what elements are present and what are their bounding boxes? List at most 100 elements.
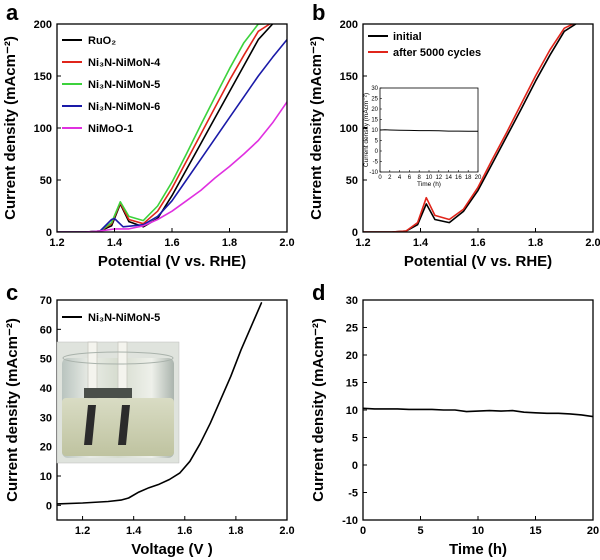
y-tick-label: 0 — [352, 227, 358, 239]
inset-x-tick-label: 12 — [435, 175, 442, 181]
x-axis-label: Potential (V vs. RHE) — [404, 253, 552, 270]
legend-label: after 5000 cycles — [393, 47, 481, 59]
y-tick-label: 200 — [340, 19, 358, 31]
x-tick-label: 2.0 — [279, 237, 294, 249]
panel-c: 1.2 1.4 1.6 1.8 2.0 0 10 20 30 40 50 60 70 Voltage (V… — [4, 295, 295, 558]
panel-letter-d: d — [312, 280, 325, 305]
y-tick-label: 0 — [46, 500, 52, 512]
y-tick-label: 20 — [40, 442, 52, 454]
x-tick-label: 1.6 — [470, 237, 485, 249]
inset-y-tick-label: 20 — [371, 107, 378, 113]
x-tick-label: 1.4 — [413, 237, 429, 249]
y-tick-label: 200 — [34, 19, 52, 31]
inset-y-tick-label: 15 — [371, 118, 378, 124]
series-line-1 — [363, 407, 593, 418]
y-tick-label: -5 — [348, 488, 358, 500]
y-tick-label: 30 — [346, 295, 358, 307]
x-tick-label: 15 — [529, 525, 541, 537]
x-tick-label: 1.2 — [355, 237, 370, 249]
y-axis-label: Current density (mAcm⁻²) — [4, 318, 21, 502]
y-tick-label: 15 — [346, 378, 358, 390]
inset-x-tick-label: 16 — [455, 175, 462, 181]
x-tick-label: 1.6 — [177, 525, 192, 537]
inset-y-tick-label: -10 — [369, 170, 378, 176]
y-tick-label: 20 — [346, 350, 358, 362]
series-line-2 — [363, 24, 574, 232]
x-tick-label: 1.4 — [126, 525, 142, 537]
inset-y-tick-label: 5 — [375, 139, 379, 145]
inset-y-tick-label: 0 — [375, 149, 379, 155]
y-tick-label: -10 — [342, 515, 358, 527]
inset-x-tick-label: 14 — [445, 175, 452, 181]
y-tick-label: 0 — [352, 460, 358, 472]
inset-y-tick-label: -5 — [373, 160, 379, 166]
y-tick-label: 150 — [340, 71, 358, 83]
x-tick-label: 5 — [417, 525, 423, 537]
y-tick-label: 25 — [346, 323, 358, 335]
x-tick-label: 10 — [472, 525, 484, 537]
inset-x-tick-label: 18 — [465, 175, 472, 181]
x-tick-label: 20 — [587, 525, 599, 537]
series-line-1 — [57, 302, 263, 505]
inset-y-tick-label: 25 — [371, 97, 378, 103]
inset-x-tick-label: 4 — [398, 175, 402, 181]
inset-y-axis-label: Current density (mAcm⁻²) — [363, 93, 370, 167]
inset-x-tick-label: 6 — [408, 175, 412, 181]
x-axis-label: Voltage (V ) — [131, 541, 212, 558]
y-tick-label: 60 — [40, 324, 52, 336]
y-tick-label: 10 — [40, 471, 52, 483]
y-tick-label: 150 — [34, 71, 52, 83]
series-line-1 — [57, 24, 274, 232]
y-tick-label: 50 — [40, 175, 52, 187]
panel-letter-a: a — [6, 0, 19, 25]
inset-series-line — [379, 129, 478, 132]
x-tick-label: 1.2 — [49, 237, 64, 249]
series-line-1 — [363, 24, 577, 232]
panel-a: 1.2 1.4 1.6 1.8 2.0 0 50 100 150 200 Potential (V … — [2, 19, 295, 270]
x-axis-label: Time (h) — [449, 541, 507, 558]
series-line-5 — [57, 101, 287, 232]
legend-label: initial — [393, 31, 422, 43]
x-tick-label: 0 — [360, 525, 366, 537]
y-tick-label: 10 — [346, 405, 358, 417]
legend-label: NiMoO-1 — [88, 123, 133, 135]
y-axis-label: Current density (mAcm⁻²) — [2, 36, 19, 220]
y-tick-label: 5 — [352, 433, 358, 445]
x-tick-label: 1.8 — [528, 237, 543, 249]
y-tick-label: 30 — [40, 412, 52, 424]
series-line-3 — [57, 24, 265, 232]
inset-x-tick-label: 2 — [388, 175, 392, 181]
series-line-4 — [57, 38, 287, 232]
legend-label: Ni₃N-NiMoN-4 — [88, 57, 161, 69]
x-tick-label: 1.8 — [222, 237, 237, 249]
inset-x-axis-label: Time (h) — [417, 181, 441, 188]
legend-label: Ni₃N-NiMoN-5 — [88, 79, 160, 91]
x-tick-label: 1.4 — [107, 237, 123, 249]
electrolyzer-photo — [56, 341, 180, 464]
x-axis-label: Potential (V vs. RHE) — [98, 253, 246, 270]
inset-y-tick-label: 30 — [371, 86, 378, 92]
y-tick-label: 100 — [340, 123, 358, 135]
legend-label: RuO₂ — [88, 35, 116, 47]
x-tick-label: 2.0 — [279, 525, 294, 537]
x-tick-label: 1.2 — [75, 525, 90, 537]
x-tick-label: 2.0 — [585, 237, 600, 249]
y-axis-label: Current density (mAcm⁻²) — [308, 36, 325, 220]
inset-x-tick-label: 20 — [475, 175, 482, 181]
panel-d: 0 5 10 15 20 -10 -5 0 5 10 15 20 25 30 Time (h) Current… — [310, 295, 599, 558]
y-tick-label: 0 — [46, 227, 52, 239]
y-tick-label: 50 — [346, 175, 358, 187]
x-tick-label: 1.8 — [228, 525, 243, 537]
panel-letter-b: b — [312, 0, 325, 25]
inset-x-tick-label: 8 — [418, 175, 422, 181]
panel-letter-c: c — [6, 280, 18, 305]
y-tick-label: 50 — [40, 354, 52, 366]
y-tick-label: 70 — [40, 295, 52, 307]
inset-x-tick-label: 10 — [426, 175, 433, 181]
y-axis-label: Current density (mAcm⁻²) — [310, 318, 327, 502]
y-tick-label: 100 — [34, 123, 52, 135]
legend-label: Ni₃N-NiMoN-5 — [88, 312, 160, 324]
x-tick-label: 1.6 — [164, 237, 179, 249]
